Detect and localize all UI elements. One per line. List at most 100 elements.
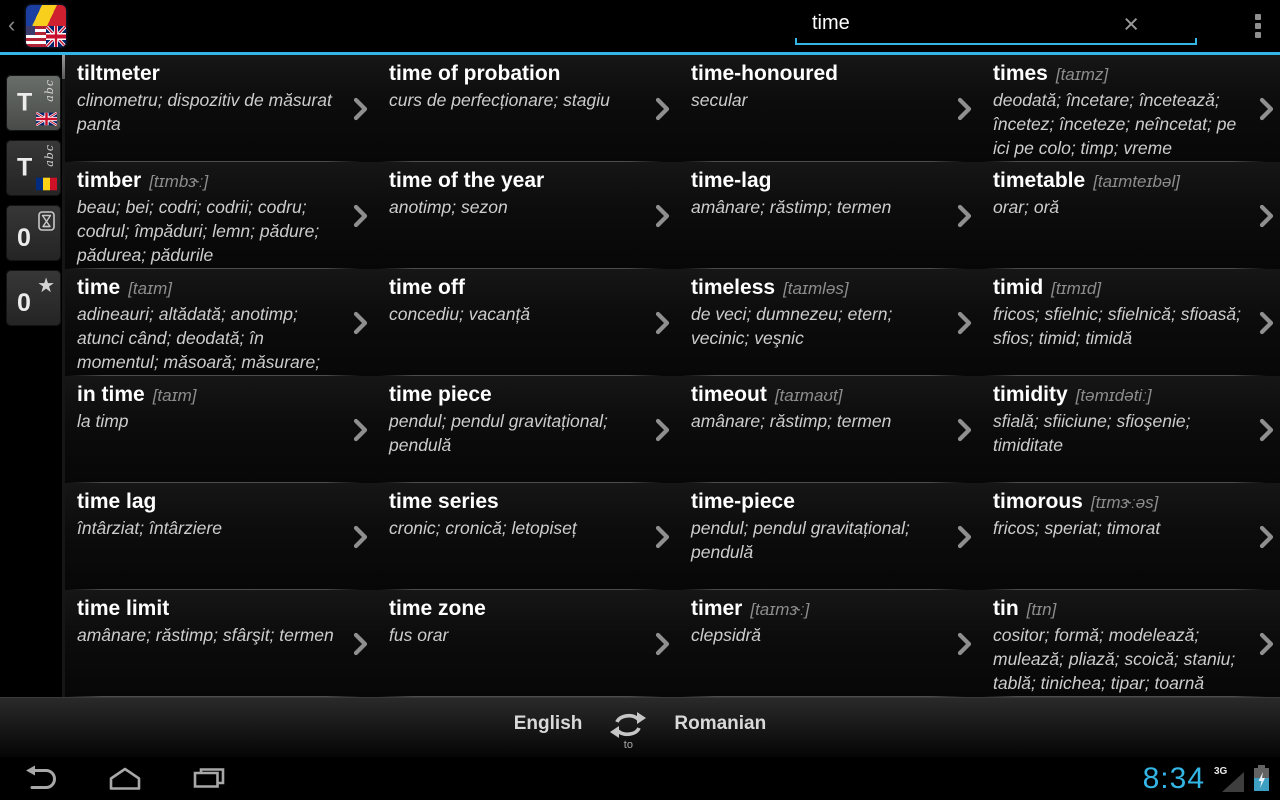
entry-cell[interactable]: time series cronic; cronică; letopiseț (377, 483, 679, 590)
entry-column: time-honoured secular time-lag amânare; răs… (679, 55, 981, 697)
entry-phonetic: [təmɪdətiː] (1075, 386, 1152, 405)
entry-headline: tin [tɪn] (993, 597, 1243, 621)
chevron-right-icon (1259, 97, 1274, 120)
entry-cell[interactable]: tiltmeter clinometru; dispozitiv de măsur… (65, 55, 377, 162)
entry-word: time of the year (389, 169, 545, 192)
scrollbar-thumb[interactable] (62, 55, 66, 79)
entry-cell[interactable]: timid [tɪmɪd] fricos; sfielnic; sfielnică;… (981, 269, 1280, 376)
search-input[interactable]: time × (795, 6, 1197, 47)
sidebar-tab-star[interactable]: 0 ★ (6, 270, 61, 326)
us-flag-quarter (26, 26, 46, 47)
entry-cell[interactable]: timorous [tɪmɝːəs] fricos; speriat; timora… (981, 483, 1280, 590)
chevron-right-icon (1259, 525, 1274, 548)
entry-translation: fricos; speriat; timorat (993, 518, 1161, 538)
entry-translation: clepsidră (691, 625, 762, 645)
entry-cell[interactable]: timeless [taɪmləs] de veci; dumnezeu; eter… (679, 269, 981, 376)
entry-cell[interactable]: time of probation curs de perfecționare; … (377, 55, 679, 162)
from-language-label: English (513, 712, 583, 734)
chevron-right-icon (353, 632, 368, 655)
entry-cell[interactable]: time zone fus orar (377, 590, 679, 697)
entry-headline: times [taɪmz] (993, 62, 1243, 86)
entry-headline: time lag (77, 490, 337, 514)
entry-word: timid (993, 276, 1044, 299)
clear-search-icon[interactable]: × (1123, 9, 1139, 39)
sidebar-tab-hourglass[interactable]: 0 (6, 205, 61, 261)
chevron-right-icon (353, 204, 368, 227)
overflow-menu-icon[interactable] (1255, 14, 1261, 41)
scrollbar-track (62, 55, 66, 697)
chevron-right-icon (353, 418, 368, 441)
entry-word: time of probation (389, 62, 561, 85)
entry-word: times (993, 62, 1048, 85)
chevron-right-icon (655, 525, 670, 548)
entry-translation: concediu; vacanță (389, 304, 531, 324)
entry-translation: curs de perfecționare; stagiu (389, 90, 610, 110)
entry-cell[interactable]: timeout [taɪmaʊt] amânare; răstimp; termen (679, 376, 981, 483)
uk-flag-quarter (45, 24, 66, 47)
entry-cell[interactable]: time off concediu; vacanță (377, 269, 679, 376)
chevron-right-icon (655, 204, 670, 227)
entry-cell[interactable]: timer [taɪmɝː] clepsidră (679, 590, 981, 697)
hourglass-icon (38, 211, 55, 231)
entry-cell[interactable]: timber [tɪmbɝː] beau; bei; codri; codrii; … (65, 162, 377, 269)
swap-languages-button[interactable]: to (608, 711, 648, 751)
entry-translation: secular (691, 90, 748, 110)
entry-cell[interactable]: times [taɪmz] deodată; încetare; încetează… (981, 55, 1280, 162)
entry-phonetic: [taɪmz] (1055, 65, 1109, 84)
entry-translation: sfială; sfiiciune; sfioşenie; timiditate (993, 411, 1191, 455)
entry-word: time-piece (691, 490, 795, 513)
entries-grid: tiltmeter clinometru; dispozitiv de măsur… (65, 55, 1280, 697)
entry-cell[interactable]: time-piece pendul; pendul gravitațional; … (679, 483, 981, 590)
chevron-right-icon (1259, 204, 1274, 227)
recents-nav-button[interactable] (190, 765, 228, 792)
entry-cell[interactable]: time-honoured secular (679, 55, 981, 162)
to-label: to (623, 738, 633, 751)
entry-word: time lag (77, 490, 157, 513)
entry-cell[interactable]: in time [taɪm] la timp (65, 376, 377, 483)
entry-cell[interactable]: time of the year anotimp; sezon (377, 162, 679, 269)
entry-word: time piece (389, 383, 492, 406)
tab-sub-label: abc (43, 79, 56, 102)
chevron-right-icon (353, 311, 368, 334)
entry-headline: time-piece (691, 490, 941, 514)
signal-strength-icon: 3G (1214, 766, 1244, 792)
entry-word: time zone (389, 597, 486, 620)
entry-cell[interactable]: timidity [təmɪdətiː] sfială; sfiiciune; sf… (981, 376, 1280, 483)
chevron-right-icon (957, 525, 972, 548)
entry-headline: timber [tɪmbɝː] (77, 169, 337, 193)
entry-translation: la timp (77, 411, 129, 431)
entry-cell[interactable]: timetable [taɪmteɪbəl] orar; oră (981, 162, 1280, 269)
entry-word: timorous (993, 490, 1083, 513)
entry-headline: time limit (77, 597, 337, 621)
entry-cell[interactable]: time limit amânare; răstimp; sfârşit; ter… (65, 590, 377, 697)
entry-cell[interactable]: time [taɪm] adineauri; altădată; anotimp; … (65, 269, 377, 376)
home-nav-button[interactable] (106, 765, 144, 792)
entry-cell[interactable]: tin [tɪn] cositor; formă; modelează; mulea… (981, 590, 1280, 697)
star-icon: ★ (37, 275, 55, 297)
to-language-label: Romanian (674, 712, 767, 734)
back-nav-button[interactable] (22, 765, 60, 792)
tab-sub-label: abc (43, 144, 56, 167)
entry-word: tiltmeter (77, 62, 160, 85)
app-icon-flags[interactable] (26, 5, 66, 47)
entry-headline: time of probation (389, 62, 639, 86)
entry-translation: amânare; răstimp; termen (691, 411, 892, 431)
chevron-right-icon (957, 97, 972, 120)
entry-cell[interactable]: time-lag amânare; răstimp; termen (679, 162, 981, 269)
entry-translation: întârziat; întârziere (77, 518, 222, 538)
entry-headline: timid [tɪmɪd] (993, 276, 1243, 300)
chevron-right-icon (957, 632, 972, 655)
entry-headline: time series (389, 490, 639, 514)
entry-word: timeout (691, 383, 767, 406)
entry-cell[interactable]: time piece pendul; pendul gravitațional; … (377, 376, 679, 483)
entry-translation: beau; bei; codri; codrii; codru; codrul;… (77, 197, 320, 265)
entry-word: time off (389, 276, 465, 299)
back-chevron-icon[interactable]: ‹ (8, 12, 16, 37)
android-nav-bar: 8:34 3G (0, 757, 1280, 800)
chevron-right-icon (957, 418, 972, 441)
entry-headline: timetable [taɪmteɪbəl] (993, 169, 1243, 193)
entry-cell[interactable]: time lag întârziat; întârziere (65, 483, 377, 590)
